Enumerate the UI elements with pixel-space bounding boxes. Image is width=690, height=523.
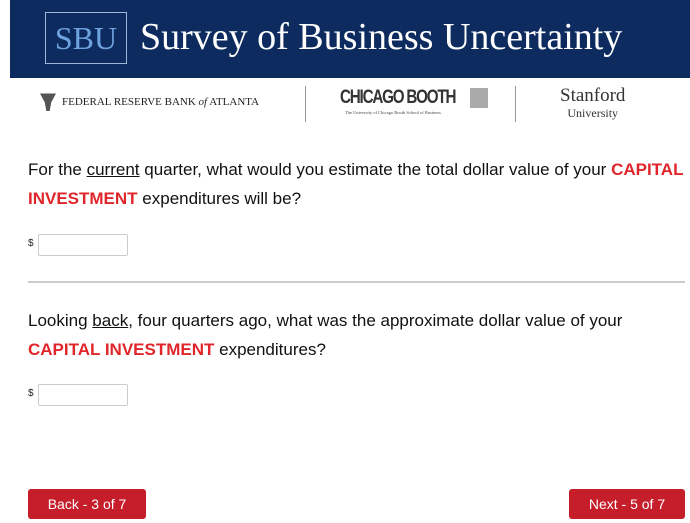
q-text: Looking bbox=[28, 311, 93, 330]
currency: $ bbox=[28, 388, 34, 399]
badge: SBU bbox=[45, 12, 127, 64]
booth-logo: CHICAGO BOOTH The University of Chicago B… bbox=[340, 86, 489, 122]
divider bbox=[515, 86, 516, 122]
stanford-logo: Stanford University bbox=[560, 86, 625, 122]
amount-input[interactable] bbox=[38, 384, 128, 406]
stanford-name: Stanford bbox=[560, 85, 626, 106]
frb-of: of bbox=[198, 96, 208, 108]
q-text: expenditures? bbox=[214, 340, 326, 359]
header: SBU Survey of Business Uncertainty bbox=[10, 0, 690, 78]
question: Looking back, four quarters ago, what wa… bbox=[28, 306, 688, 364]
eagle-icon bbox=[40, 93, 56, 112]
q-text: expenditures will be? bbox=[137, 189, 302, 208]
title: Survey of Business Uncertainty bbox=[140, 16, 623, 58]
booth-name: CHICAGO BOOTH bbox=[340, 87, 456, 108]
next-button[interactable]: Next - 5 of 7 bbox=[569, 489, 685, 519]
q-emphasis: current bbox=[86, 160, 140, 179]
stanford-sub: University bbox=[567, 106, 619, 120]
question: For the current quarter, what would you … bbox=[28, 155, 688, 213]
currency: $ bbox=[28, 238, 34, 249]
frb-logo: FEDERAL RESERVE BANK of ATLANTA bbox=[40, 92, 259, 128]
q-emphasis: back bbox=[92, 311, 129, 330]
booth-tagline: The University of Chicago Booth School o… bbox=[345, 110, 441, 115]
separator bbox=[28, 281, 685, 283]
q-text: For the bbox=[28, 160, 87, 179]
q-highlight: CAPITAL INVESTMENT bbox=[28, 160, 684, 208]
crest bbox=[470, 88, 489, 108]
frb-text: ATLANTA bbox=[207, 96, 260, 108]
frb-text: FEDERAL RESERVE BANK bbox=[62, 96, 199, 108]
q-text: quarter, what would you estimate the tot… bbox=[139, 160, 612, 179]
amount-input[interactable] bbox=[38, 234, 128, 256]
back-button[interactable]: Back - 3 of 7 bbox=[28, 489, 146, 519]
divider bbox=[305, 86, 306, 122]
q-text: , four quarters ago, what was the approx… bbox=[128, 311, 623, 330]
q-highlight: CAPITAL INVESTMENT bbox=[28, 340, 215, 359]
